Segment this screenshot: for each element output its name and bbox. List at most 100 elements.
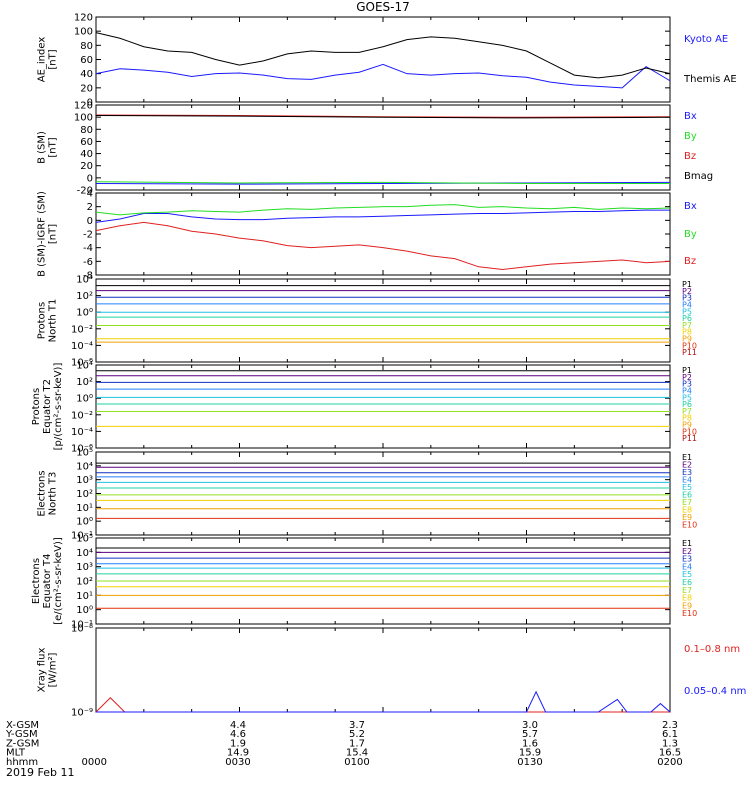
y-tick-label-elec_e: 10⁵ — [76, 534, 93, 545]
y-tick-label-prot_n: 10⁴ — [76, 275, 93, 286]
orbit-value: 15.4 — [346, 748, 368, 759]
y-tick-label-bsm: 60 — [80, 137, 93, 148]
channel-label-prot_n: P9 — [682, 335, 692, 344]
y-tick-label-prot_e: 10⁻⁶ — [71, 444, 93, 455]
channel-label-prot_n: P11 — [682, 348, 697, 357]
orbit-value: 14.9 — [227, 748, 249, 759]
orbit-value: 15.9 — [519, 748, 541, 759]
orbit-value: 0000 — [82, 757, 107, 768]
y-tick-label-ae: 60 — [80, 55, 93, 66]
date-label: 2019 Feb 11 — [6, 766, 75, 779]
legend-label: 0.05–0.4 nm — [684, 686, 746, 697]
channel-label-prot_n: P5 — [682, 307, 692, 316]
y-tick-label-bsm: 40 — [80, 149, 93, 160]
orbit-row-label: Y-GSM — [5, 729, 38, 740]
series-line-bsm-Bmag — [95, 115, 671, 119]
channel-label-prot_e: P4 — [682, 386, 692, 395]
channel-label-elec_n: E6 — [682, 491, 692, 500]
y-tick-label-bdiff: -6 — [83, 257, 93, 268]
y-tick-label-elec_e: 10¹ — [76, 591, 93, 602]
orbit-row-label: hhmm — [6, 757, 38, 768]
orbit-value: 0030 — [225, 757, 250, 768]
orbit-value: 2.3 — [662, 720, 678, 731]
y-tick-label-ae: 100 — [74, 27, 93, 38]
y-tick-label-elec_n: 10⁴ — [76, 461, 93, 472]
y-axis-label-bsm: [nT] — [48, 137, 59, 157]
y-tick-label-ae: 40 — [80, 69, 93, 80]
channel-label-elec_e: E3 — [682, 555, 692, 564]
channel-label-prot_e: P7 — [682, 407, 692, 416]
channel-label-elec_n: E2 — [682, 461, 692, 470]
channel-label-prot_e: P3 — [682, 380, 692, 389]
y-axis-label-bdiff: B (SM)-IGRF (SM) — [37, 191, 48, 277]
y-axis-label-prot_e: [p/(cm²-s-sr-keV)] — [53, 363, 64, 451]
y-tick-label-bsm: 20 — [80, 161, 93, 172]
channel-label-prot_e: P8 — [682, 414, 692, 423]
legend-label: Bmag — [684, 171, 713, 182]
channel-label-elec_e: E6 — [682, 578, 692, 587]
y-axis-label-elec_n: North T3 — [48, 472, 59, 516]
panel-frame-prot_n — [95, 278, 671, 363]
channel-label-elec_e: E1 — [682, 539, 692, 548]
y-tick-label-bdiff: -2 — [83, 230, 93, 241]
channel-label-elec_n: E9 — [682, 513, 692, 522]
y-tick-label-elec_e: 10³ — [76, 562, 93, 573]
channel-label-elec_e: E9 — [682, 601, 692, 610]
y-axis-label-prot_e: Protons — [31, 388, 42, 425]
channel-label-elec_n: E10 — [682, 521, 697, 530]
y-axis-label-ae: AE_index — [37, 37, 48, 83]
y-axis-label-prot_n: North T1 — [48, 299, 59, 343]
y-axis-label-elec_e: Equator T4 — [42, 554, 53, 609]
channel-label-prot_n: P2 — [682, 287, 692, 296]
legend-label: Themis AE — [683, 74, 737, 85]
series-line-bdiff-Bx — [95, 209, 670, 223]
channel-label-elec_n: E7 — [682, 498, 692, 507]
y-tick-label-ae: 0 — [87, 98, 93, 109]
orbit-value: 3.0 — [522, 720, 538, 731]
y-tick-label-prot_e: 10⁰ — [76, 394, 93, 405]
y-axis-label-xray: [W/m²] — [48, 652, 59, 687]
legend-label: Kyoto AE — [684, 34, 728, 45]
y-tick-label-bsm: 0 — [87, 173, 93, 184]
orbit-value: 4.4 — [230, 720, 246, 731]
y-axis-label-prot_n: Protons — [37, 302, 48, 339]
channel-label-elec_e: E10 — [682, 609, 697, 618]
legend-label: Bx — [684, 111, 697, 122]
y-tick-label-bsm: 80 — [80, 125, 93, 136]
channel-label-elec_e: E5 — [682, 570, 692, 579]
panel-frame-elec_n — [95, 451, 671, 536]
y-axis-label-elec_n: Electrons — [37, 470, 48, 516]
channel-label-elec_e: E7 — [682, 586, 692, 595]
legend-label: 0.1–0.8 nm — [684, 644, 740, 655]
y-tick-label-prot_e: 10⁻² — [71, 410, 93, 421]
y-tick-label-prot_n: 10² — [76, 291, 93, 302]
channel-label-elec_n: E4 — [682, 476, 692, 485]
panel-frame-xray — [95, 627, 671, 713]
series-line-bsm-Bz — [95, 114, 671, 118]
series-line-bdiff-Bz — [95, 221, 671, 271]
y-axis-label-prot_e: Equator T2 — [42, 379, 53, 434]
orbit-value: 5.2 — [349, 729, 365, 740]
y-tick-label-elec_n: 10² — [76, 489, 93, 500]
panel-frame-prot_e — [95, 364, 671, 449]
y-tick-label-bdiff: -8 — [83, 271, 93, 282]
channel-label-elec_n: E3 — [682, 468, 692, 477]
panel-frame-bdiff — [95, 192, 671, 276]
y-tick-label-prot_n: 10⁻⁴ — [71, 341, 93, 352]
y-tick-label-ae: 80 — [80, 41, 93, 52]
orbit-value: 0100 — [344, 757, 369, 768]
channel-label-prot_n: P6 — [682, 314, 692, 323]
y-axis-label-elec_e: Electrons — [31, 558, 42, 604]
channel-label-elec_n: E5 — [682, 483, 692, 492]
channel-label-elec_e: E4 — [682, 562, 692, 571]
y-tick-label-elec_n: 10³ — [76, 475, 93, 486]
orbit-value: 1.6 — [522, 738, 538, 749]
orbit-value: 16.5 — [659, 748, 681, 759]
y-tick-label-prot_e: 10⁻⁴ — [71, 427, 93, 438]
y-tick-label-xray: 10⁻⁸ — [71, 624, 93, 635]
channel-label-prot_e: P2 — [682, 373, 692, 382]
channel-label-prot_n: P10 — [682, 341, 697, 350]
y-tick-label-xray: 10⁻⁹ — [71, 708, 93, 719]
channel-label-elec_e: E2 — [682, 547, 692, 556]
y-tick-label-bdiff: 2 — [87, 202, 93, 213]
